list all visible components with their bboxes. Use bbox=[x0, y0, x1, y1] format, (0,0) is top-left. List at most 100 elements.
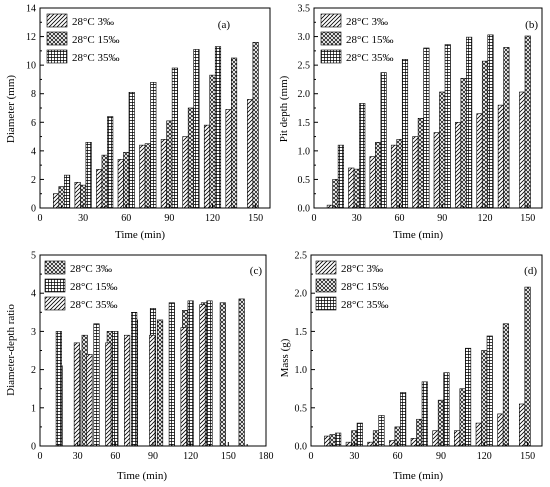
bar bbox=[144, 143, 151, 209]
y-axis-label: Diameter (mm) bbox=[5, 75, 17, 143]
x-axis-label: Time (min) bbox=[117, 470, 167, 482]
legend-label: 28°C 15‰ bbox=[70, 281, 118, 293]
legend-swatch bbox=[44, 260, 66, 275]
bar bbox=[105, 342, 112, 447]
bar bbox=[131, 311, 138, 447]
bar bbox=[150, 81, 157, 209]
x-tick-label: 120 bbox=[478, 213, 493, 224]
bar bbox=[55, 331, 62, 447]
bar bbox=[466, 36, 473, 209]
y-tick-label: 0.5 bbox=[295, 403, 308, 414]
x-tick-label: 30 bbox=[349, 451, 359, 462]
bar bbox=[206, 300, 213, 447]
x-tick-label: 180 bbox=[259, 451, 274, 462]
bar bbox=[337, 144, 344, 209]
y-tick-label: 10 bbox=[26, 61, 36, 72]
legend-label: 28°C 35‰ bbox=[346, 52, 394, 64]
panel-c: (c) Time (min) Diameter-depth ratio 0 30 6… bbox=[5, 251, 274, 483]
y-tick-label: 3 bbox=[31, 327, 36, 338]
bar bbox=[380, 72, 387, 209]
legend-swatch bbox=[315, 260, 337, 275]
y-tick-label: 5 bbox=[31, 251, 36, 262]
bar bbox=[58, 186, 65, 209]
bar bbox=[335, 432, 342, 447]
bar bbox=[465, 347, 472, 447]
y-axis-label: Pit depth (mm) bbox=[278, 75, 290, 142]
x-tick-label: 0 bbox=[38, 451, 43, 462]
bar bbox=[128, 91, 135, 209]
bar bbox=[107, 116, 114, 209]
x-tick-label: 120 bbox=[477, 451, 492, 462]
y-tick-label: 6 bbox=[31, 118, 36, 129]
bar bbox=[117, 159, 124, 209]
bar bbox=[225, 109, 232, 209]
panel-label: (b) bbox=[525, 19, 538, 31]
y-tick-label: 12 bbox=[26, 32, 36, 43]
x-tick-label: 60 bbox=[110, 451, 120, 462]
y-tick-label: 8 bbox=[31, 89, 36, 100]
bar bbox=[171, 67, 178, 209]
x-tick-label: 150 bbox=[221, 451, 236, 462]
panel-a: (a) Time (min) Diameter (mm) 0 30 60 90 120 1… bbox=[5, 4, 271, 241]
bar bbox=[369, 156, 376, 209]
x-axis-label: Time (min) bbox=[393, 470, 443, 482]
y-tick-label: 1.5 bbox=[295, 327, 308, 338]
x-tick-label: 60 bbox=[395, 213, 405, 224]
legend-swatch bbox=[320, 49, 342, 64]
bar bbox=[487, 34, 494, 209]
legend-label: 28°C 3‰ bbox=[341, 263, 383, 275]
bar bbox=[324, 435, 331, 447]
bar bbox=[423, 47, 430, 209]
bar bbox=[219, 302, 226, 447]
bar bbox=[356, 422, 363, 447]
legend-swatch bbox=[46, 31, 68, 46]
bar bbox=[199, 304, 206, 447]
bar bbox=[417, 117, 424, 209]
bar bbox=[390, 144, 398, 209]
bar bbox=[437, 399, 444, 447]
y-tick-label: 4 bbox=[31, 289, 36, 300]
y-tick-label: 2 bbox=[31, 175, 36, 186]
legend-label: 28°C 35‰ bbox=[70, 299, 118, 311]
bar bbox=[180, 327, 187, 447]
x-tick-label: 90 bbox=[436, 451, 446, 462]
bar bbox=[101, 154, 108, 209]
bar bbox=[93, 323, 100, 447]
legend-label: 28°C 3‰ bbox=[346, 16, 388, 28]
bar bbox=[460, 77, 467, 209]
bar bbox=[475, 422, 482, 447]
bar bbox=[353, 168, 360, 209]
bar bbox=[238, 298, 245, 447]
x-tick-label: 30 bbox=[78, 213, 88, 224]
bar bbox=[439, 91, 446, 209]
x-tick-label: 0 bbox=[312, 213, 317, 224]
y-tick-label: 2.0 bbox=[298, 89, 311, 100]
y-tick-label: 3.5 bbox=[298, 4, 311, 15]
x-tick-label: 60 bbox=[121, 213, 131, 224]
bar bbox=[396, 139, 403, 209]
bar bbox=[432, 430, 439, 447]
bar bbox=[187, 107, 194, 209]
y-tick-label: 2 bbox=[31, 365, 36, 376]
x-axis-label: Time (min) bbox=[393, 229, 443, 241]
y-tick-label: 14 bbox=[26, 4, 36, 15]
x-tick-label: 150 bbox=[520, 451, 535, 462]
bar bbox=[481, 60, 489, 209]
bar bbox=[252, 41, 259, 209]
x-tick-label: 150 bbox=[248, 213, 263, 224]
x-tick-label: 0 bbox=[309, 451, 314, 462]
bar bbox=[486, 335, 493, 447]
legend-swatch bbox=[44, 296, 66, 311]
y-tick-label: 1.5 bbox=[298, 118, 311, 129]
bar bbox=[123, 151, 130, 209]
x-tick-label: 90 bbox=[164, 213, 174, 224]
legend-label: 28°C 3‰ bbox=[70, 263, 112, 275]
x-tick-label: 30 bbox=[352, 213, 362, 224]
bar bbox=[444, 44, 451, 209]
bar bbox=[247, 99, 254, 209]
y-tick-label: 0.0 bbox=[295, 442, 308, 453]
y-tick-label: 1.0 bbox=[295, 365, 308, 376]
bar bbox=[332, 179, 339, 209]
bar bbox=[168, 302, 175, 447]
